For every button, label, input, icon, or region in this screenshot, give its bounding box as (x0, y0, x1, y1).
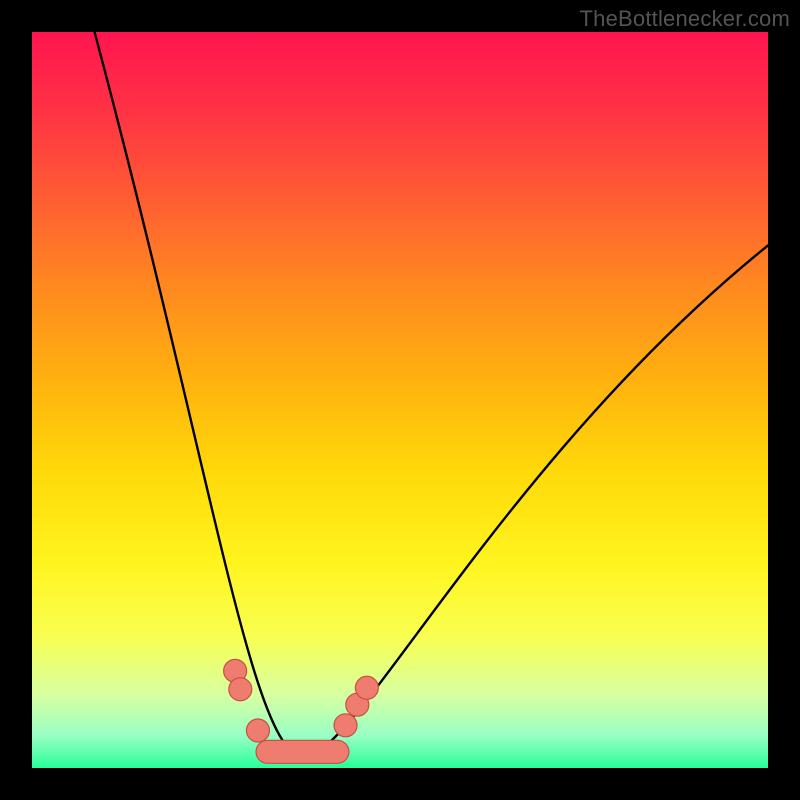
plot-area (32, 32, 768, 768)
datapoint (246, 719, 269, 742)
datapoint (355, 676, 378, 699)
chart-svg (32, 32, 768, 768)
datapoint-pill (256, 740, 349, 763)
datapoint (334, 714, 357, 737)
watermark-text: TheBottlenecker.com (580, 6, 790, 32)
chart-frame: TheBottlenecker.com (0, 0, 800, 800)
datapoint (229, 678, 252, 701)
